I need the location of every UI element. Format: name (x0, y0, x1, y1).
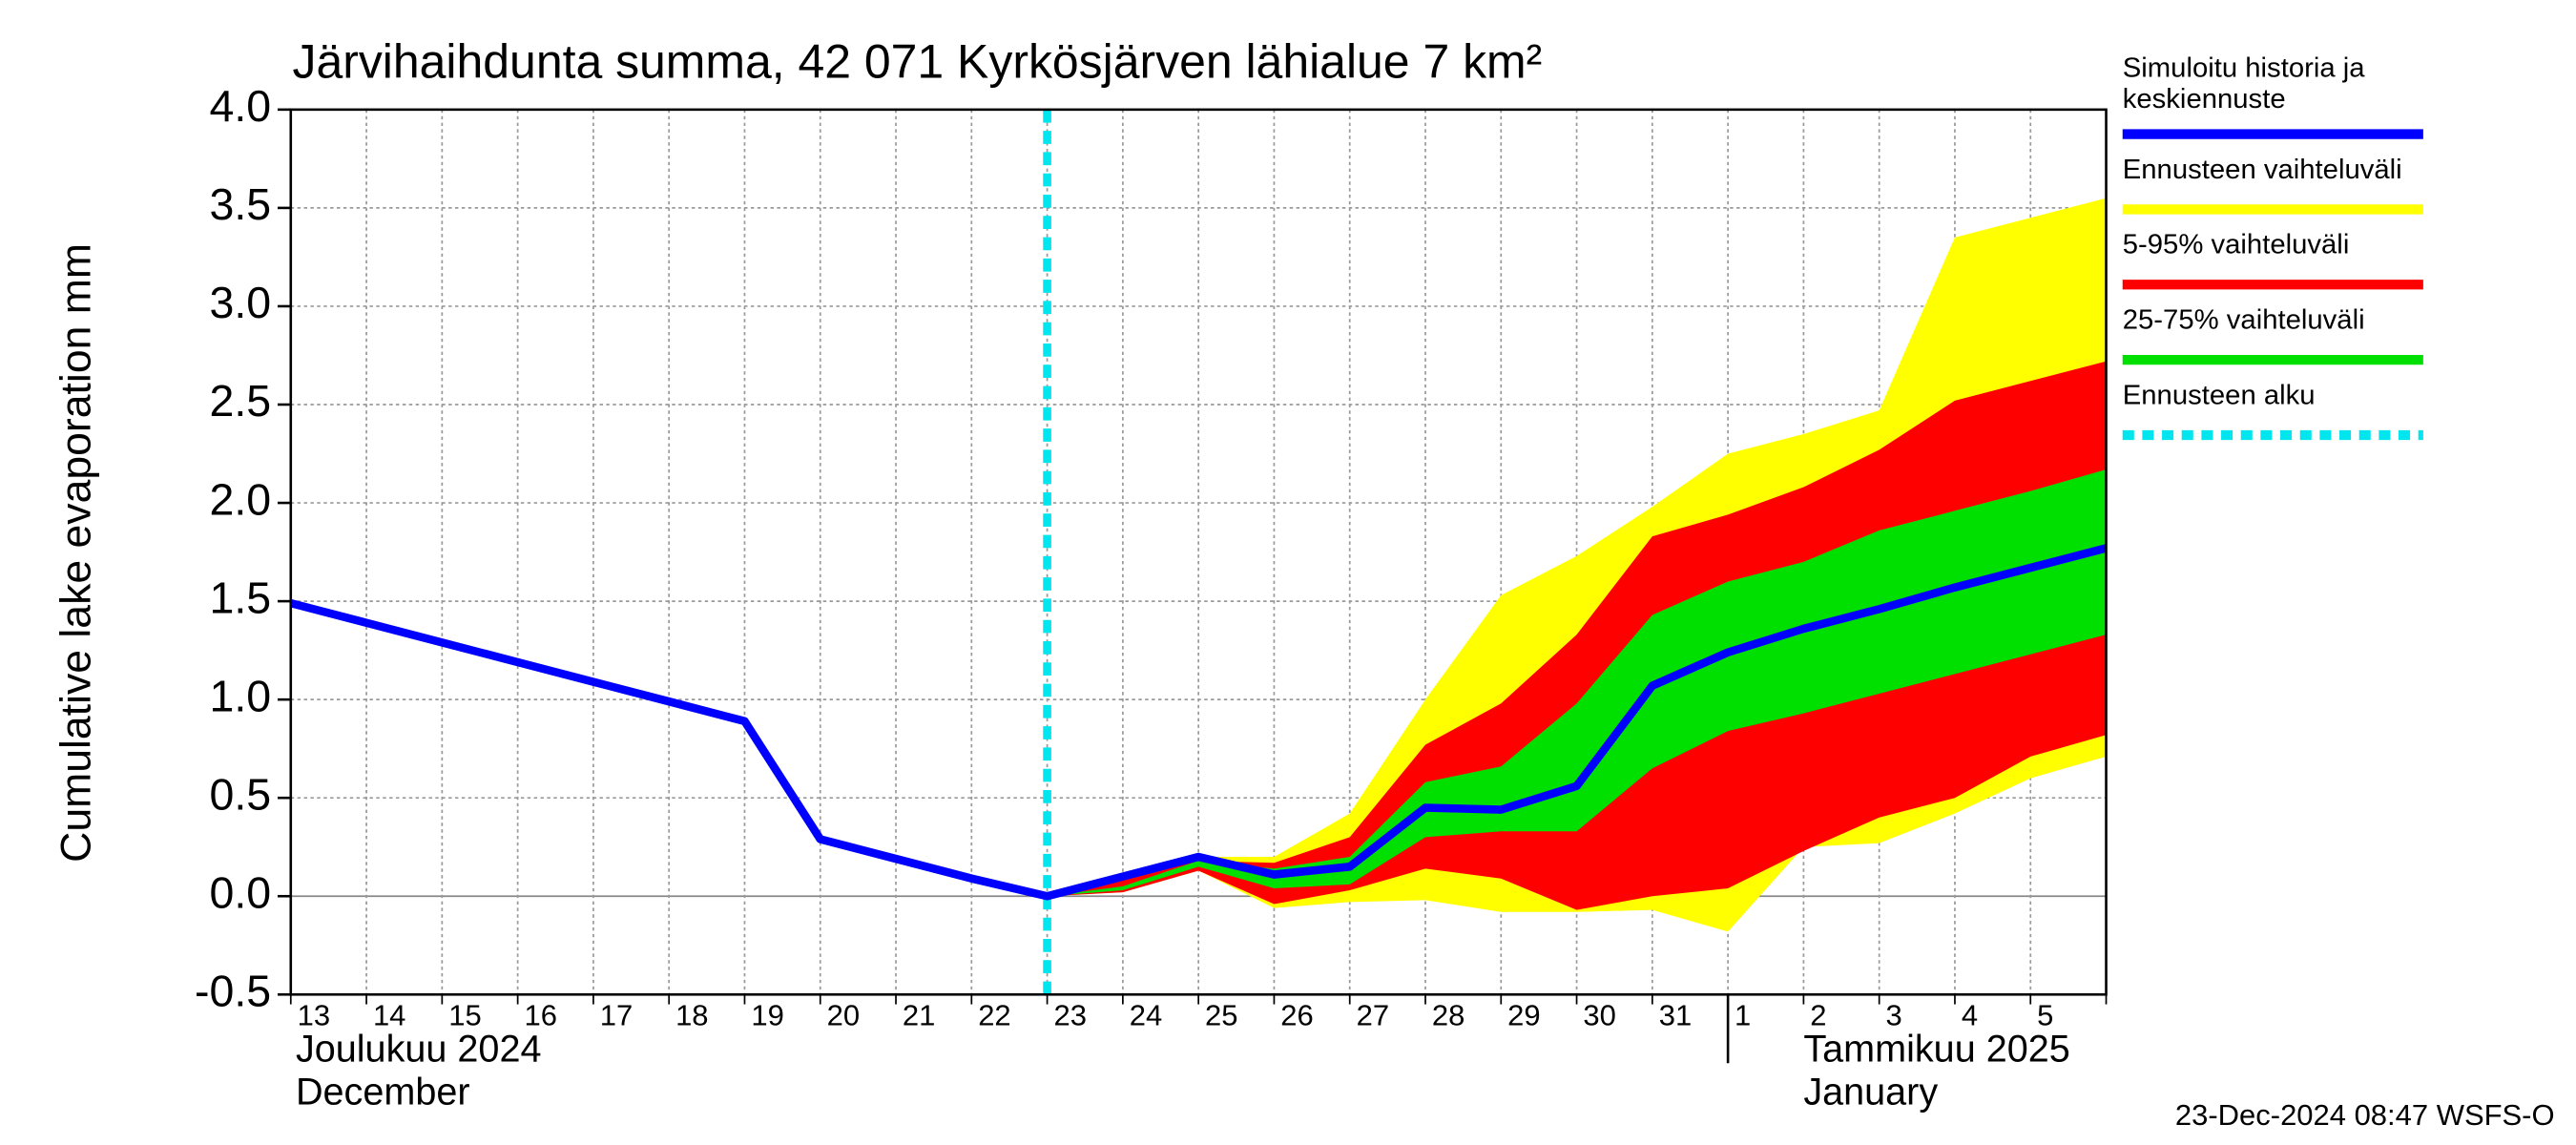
x-tick-label: 23 (1053, 999, 1086, 1032)
month-label: Tammikuu 2025 (1803, 1029, 2069, 1071)
x-tick-label: 27 (1357, 999, 1389, 1032)
y-tick-label: 3.5 (210, 179, 272, 229)
legend-text: 5-95% vaihteluväli (2122, 229, 2350, 260)
x-tick-label: 22 (978, 999, 1010, 1032)
x-tick-label: 3 (1886, 999, 1902, 1032)
y-tick-label: 2.0 (210, 474, 272, 524)
x-tick-label: 4 (1962, 999, 1978, 1032)
x-tick-label: 17 (600, 999, 633, 1032)
month-label: Joulukuu 2024 (296, 1029, 542, 1071)
y-tick-label: 0.0 (210, 868, 272, 918)
y-tick-label: 1.5 (210, 572, 272, 622)
band (1047, 361, 2107, 910)
x-tick-label: 30 (1583, 999, 1615, 1032)
x-tick-label: 19 (751, 999, 783, 1032)
legend-text: Simuloitu historia ja keskiennuste (2122, 52, 2365, 114)
legend-text: Ennusteen alku (2122, 379, 2316, 411)
y-tick-label: 3.0 (210, 278, 272, 327)
y-tick-label: 1.0 (210, 671, 272, 720)
x-tick-label: 25 (1205, 999, 1237, 1032)
legend-label: 5-95% vaihteluväli (2122, 229, 2350, 260)
y-tick-label: 2.5 (210, 376, 272, 426)
x-tick-label: 31 (1659, 999, 1692, 1032)
month-label: January (1803, 1071, 1938, 1113)
x-tick-label: 16 (525, 999, 557, 1032)
x-tick-label: 1 (1735, 999, 1751, 1032)
x-tick-label: 15 (448, 999, 481, 1032)
x-tick-label: 13 (298, 999, 330, 1032)
x-tick-label: 5 (2037, 999, 2053, 1032)
x-tick-label: 28 (1432, 999, 1465, 1032)
legend-label: Ennusteen alku (2122, 379, 2316, 411)
line (289, 544, 2108, 901)
timestamp: 23-Dec-2024 08:47 WSFS-O (2175, 1098, 2555, 1132)
y-tick-label: 4.0 (210, 81, 272, 131)
chart-title: Järvihaihdunta summa, 42 071 Kyrkösjärve… (293, 35, 1543, 89)
x-tick-label: 21 (903, 999, 935, 1032)
x-tick-label: 18 (675, 999, 708, 1032)
x-tick-label: 20 (827, 999, 860, 1032)
legend-label: 25-75% vaihteluväli (2122, 303, 2365, 336)
month-label: December (296, 1071, 470, 1113)
x-tick-label: 29 (1507, 999, 1540, 1032)
legend-text: 25-75% vaihteluväli (2122, 303, 2365, 336)
band (1047, 469, 2107, 897)
y-axis-label: Cumulative lake evaporation mm (52, 243, 99, 863)
x-tick-label: 2 (1810, 999, 1826, 1032)
x-tick-label: 26 (1280, 999, 1313, 1032)
y-tick-label: -0.5 (195, 967, 271, 1016)
legend-label: Simuloitu historia ja keskiennuste (2122, 52, 2365, 114)
y-tick-label: 0.5 (210, 770, 272, 820)
legend-label: Ennusteen vaihteluväli (2122, 154, 2402, 185)
plot-frame (289, 108, 2108, 996)
x-tick-label: 24 (1130, 999, 1162, 1032)
x-tick-label: 14 (373, 999, 405, 1032)
legend-text: Ennusteen vaihteluväli (2122, 154, 2402, 185)
